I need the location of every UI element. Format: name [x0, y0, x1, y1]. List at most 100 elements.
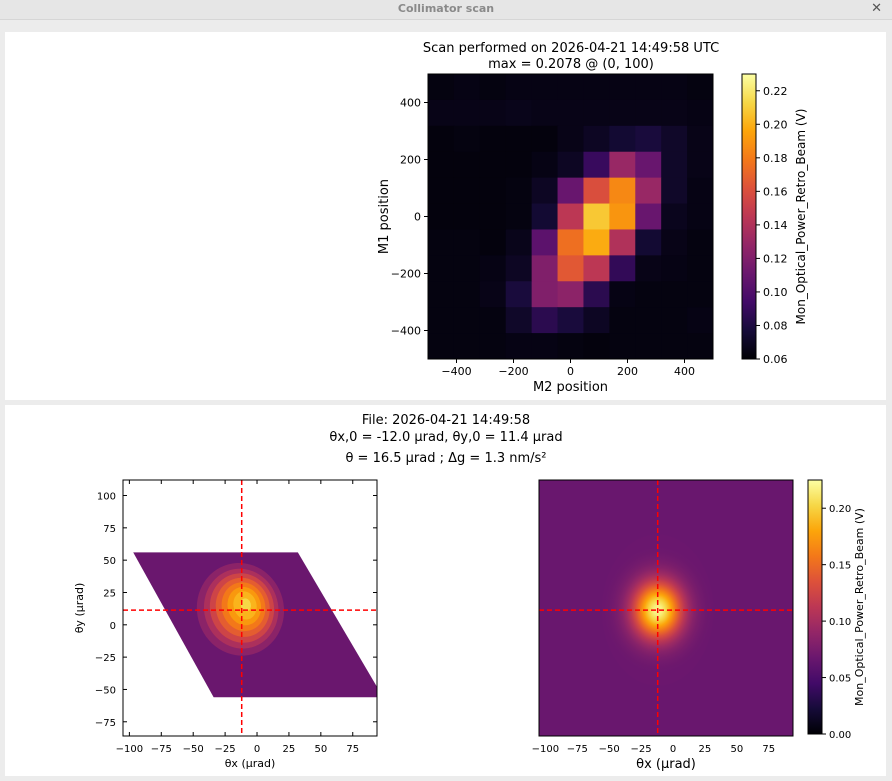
heatmap-cell	[428, 333, 455, 360]
heatmap-cell	[635, 255, 662, 282]
heatmap-cell	[635, 281, 662, 308]
scan-y-tick-label: 0	[414, 211, 421, 224]
colorbar-tick-label: 0.10	[829, 617, 851, 628]
heatmap-cell	[428, 281, 455, 308]
heatmap-cell	[609, 281, 636, 308]
scan-x-tick-label: −200	[498, 365, 528, 378]
scan-y-tick-label: −200	[391, 268, 421, 281]
heatmap-cell	[479, 307, 507, 334]
heatmap-cell	[557, 307, 584, 334]
heatmap-cell	[505, 99, 533, 127]
heatmap-cell	[583, 177, 610, 205]
heatmap-cell	[505, 307, 533, 334]
heatmap-cell	[479, 125, 507, 153]
colorbar-tick-label: 0.20	[763, 118, 788, 131]
heatmap-cell	[661, 333, 688, 360]
fit-figure: File: 2026-04-21 14:49:58 θx,0 = -12.0 µ…	[73, 413, 866, 772]
colorbar-tick-label: 0.20	[829, 504, 851, 515]
heatmap-cell	[687, 151, 714, 179]
heatmap-cell	[687, 255, 714, 282]
heatmap-cell	[428, 229, 455, 256]
heatmap-cell	[635, 99, 662, 127]
heatmap-cell	[505, 203, 533, 230]
heatmap-cell	[453, 333, 481, 360]
heatmap-cell	[505, 255, 533, 282]
heatmap-cell	[583, 307, 610, 334]
heatmap-cell	[661, 307, 688, 334]
contour-x-tick-label: −50	[183, 744, 204, 755]
y-axis-label: θy (µrad)	[73, 583, 86, 634]
heatmap-cell	[453, 255, 481, 282]
heatmap-cell	[687, 177, 714, 205]
contour-x-tick-label: 25	[283, 744, 296, 755]
colorbar-tick-label: 0.12	[763, 252, 788, 265]
heatmap-cell	[428, 307, 455, 334]
colorbar-tick-label: 0.22	[763, 85, 788, 98]
colorbar-tick-label: 0.18	[763, 152, 788, 165]
model-x-tick-label: 25	[699, 744, 712, 755]
colorbar-tick-label: 0.08	[763, 319, 788, 332]
heatmap-cell	[453, 125, 481, 153]
close-icon[interactable]: ✕	[871, 1, 882, 16]
heatmap-cell	[531, 333, 559, 360]
heatmap-cell	[687, 307, 714, 334]
colorbar	[807, 479, 823, 735]
model-x-tick-label: −75	[567, 744, 588, 755]
heatmap-cell	[609, 74, 636, 101]
heatmap-cell	[479, 177, 507, 205]
heatmap-cell	[479, 333, 507, 360]
title-bar: Collimator scan ✕	[0, 0, 892, 20]
heatmap-cell	[531, 203, 559, 230]
scan-x-tick-label: 400	[674, 365, 695, 378]
heatmap-cell	[583, 125, 610, 153]
x-axis-label: θx (µrad)	[636, 757, 696, 772]
model-x-tick-label: 75	[762, 744, 775, 755]
heatmap-cell	[609, 151, 636, 179]
heatmap-cell	[687, 203, 714, 230]
heatmap-cell	[635, 307, 662, 334]
heatmap-cell	[505, 229, 533, 256]
heatmap-cell	[453, 281, 481, 308]
heatmap-cell	[453, 151, 481, 179]
model-x-tick-label: −50	[599, 744, 620, 755]
heatmap-cell	[557, 229, 584, 256]
contour-y-tick-label: −75	[95, 718, 116, 729]
plot-frame	[122, 479, 378, 737]
heatmap-cell	[453, 203, 481, 230]
colorbar-tick-label: 0.06	[763, 353, 788, 366]
heatmap-cell	[505, 333, 533, 360]
scan-x-tick-label: 0	[567, 365, 574, 378]
colorbar-tick-label: 0.14	[763, 219, 788, 232]
colorbar-label: Mon_Optical_Power_Retro_Beam (V)	[794, 109, 808, 325]
contour-y-tick-label: 75	[103, 524, 116, 535]
heatmap-cell	[635, 203, 662, 230]
colorbar-label: Mon_Optical_Power_Retro_Beam (V)	[853, 508, 866, 706]
heatmap-cell	[635, 333, 662, 360]
heatmap-cell	[687, 99, 714, 127]
contour-y-tick-label: 0	[110, 621, 116, 632]
heatmap-cell	[557, 74, 584, 101]
heatmap-cell	[428, 177, 455, 205]
file-label: File: 2026-04-21 14:49:58	[362, 413, 530, 428]
heatmap-cell	[583, 74, 610, 101]
contour-y-tick-label: 50	[103, 556, 116, 567]
contour-x-tick-label: −100	[116, 744, 143, 755]
heatmap-cell	[479, 229, 507, 256]
heatmap-cell	[531, 281, 559, 308]
center-label: θx,0 = -12.0 µrad, θy,0 = 11.4 µrad	[329, 430, 562, 445]
heatmap-cell	[557, 203, 584, 230]
heatmap-cell	[583, 333, 610, 360]
heatmap-cell	[609, 255, 636, 282]
heatmap-cell	[479, 151, 507, 179]
heatmap-cell	[583, 151, 610, 179]
heatmap-cell	[635, 74, 662, 101]
heatmap-cell	[557, 125, 584, 153]
heatmap-cell	[661, 255, 688, 282]
model-x-tick-label: 0	[670, 744, 676, 755]
scan-subtitle: max = 0.2078 @ (0, 100)	[488, 57, 654, 72]
heatmap-cell	[661, 177, 688, 205]
heatmap-cell	[428, 203, 455, 230]
heatmap-cell	[609, 99, 636, 127]
heatmap-cell	[661, 281, 688, 308]
heatmap-cell	[583, 99, 610, 127]
